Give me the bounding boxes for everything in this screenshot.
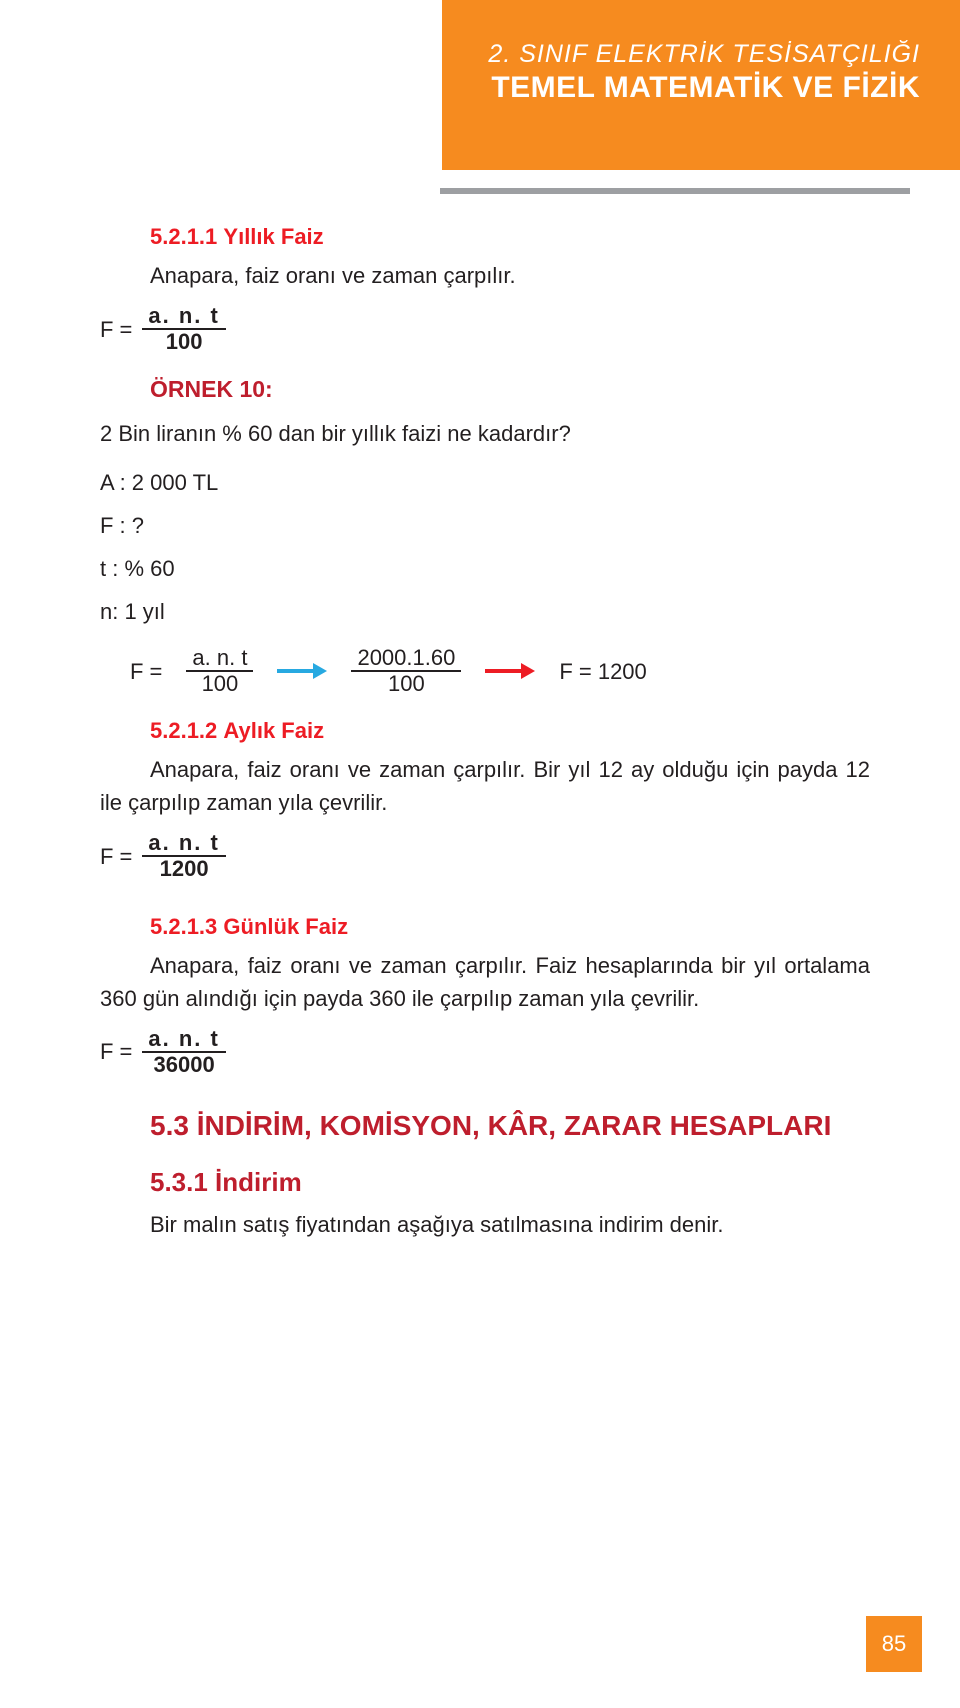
arrow-icon	[485, 663, 535, 679]
denominator: 100	[160, 330, 209, 354]
calc-lhs: F =	[130, 655, 162, 688]
page-number: 85	[866, 1616, 922, 1672]
section-title: Aylık Faiz	[223, 718, 324, 743]
section-5211-heading: 5.2.1.1 Yıllık Faiz	[150, 220, 870, 253]
example-question: 2 Bin liranın % 60 dan bir yıllık faizi …	[100, 417, 870, 450]
formula-daily: F = a. n. t 36000	[100, 1027, 870, 1077]
fraction: a. n. t 100	[186, 646, 253, 696]
formula-lhs: F =	[100, 840, 132, 873]
given-A: A : 2 000 TL	[100, 466, 870, 499]
fraction: a. n. t 100	[142, 304, 225, 354]
page-content: 5.2.1.1 Yıllık Faiz Anapara, faiz oranı …	[100, 220, 870, 1241]
given-n: n: 1 yıl	[100, 595, 870, 628]
section-5212-heading: 5.2.1.2 Aylık Faiz	[150, 714, 870, 747]
numerator: a. n. t	[142, 304, 225, 330]
denominator: 100	[382, 672, 431, 696]
section-5213-heading: 5.2.1.3 Günlük Faiz	[150, 910, 870, 943]
given-values: A : 2 000 TL F : ? t : % 60 n: 1 yıl	[100, 466, 870, 628]
fraction: a. n. t 1200	[142, 831, 225, 881]
header-divider	[440, 188, 910, 194]
calculation-row: F = a. n. t 100 2000.1.60 100 F = 1200	[130, 646, 870, 696]
section-531-heading: 5.3.1 İndirim	[150, 1163, 870, 1202]
numerator: a. n. t	[186, 646, 253, 672]
numerator: a. n. t	[142, 1027, 225, 1053]
section-title: Günlük Faiz	[223, 914, 348, 939]
header-banner: 2. SINIF ELEKTRİK TESİSATÇILIĞI TEMEL MA…	[440, 0, 960, 170]
formula-lhs: F =	[100, 313, 132, 346]
section-number: 5.2.1.3	[150, 914, 217, 939]
section-number: 5.2.1.2	[150, 718, 217, 743]
header-title: TEMEL MATEMATİK VE FİZİK	[472, 71, 920, 105]
arrow-icon	[277, 663, 327, 679]
numerator: a. n. t	[142, 831, 225, 857]
given-t: t : % 60	[100, 552, 870, 585]
denominator: 1200	[154, 857, 215, 881]
denominator: 100	[196, 672, 245, 696]
example-label: ÖRNEK 10:	[150, 372, 870, 407]
formula-monthly: F = a. n. t 1200	[100, 831, 870, 881]
section-53-heading: 5.3 İNDİRİM, KOMİSYON, KÂR, ZARAR HESAPL…	[150, 1105, 870, 1147]
fraction: 2000.1.60 100	[351, 646, 461, 696]
formula-yearly: F = a. n. t 100	[100, 304, 870, 354]
fraction: a. n. t 36000	[142, 1027, 225, 1077]
paragraph: Anapara, faiz oranı ve zaman çarpılır.	[100, 259, 870, 292]
given-F: F : ?	[100, 509, 870, 542]
paragraph: Anapara, faiz oranı ve zaman çarpılır. F…	[100, 949, 870, 1015]
paragraph: Bir malın satış fiyatından aşağıya satıl…	[100, 1208, 870, 1241]
denominator: 36000	[148, 1053, 221, 1077]
numerator: 2000.1.60	[351, 646, 461, 672]
calc-result: F = 1200	[559, 655, 646, 688]
header-subtitle: 2. SINIF ELEKTRİK TESİSATÇILIĞI	[472, 40, 920, 69]
section-number: 5.2.1.1	[150, 224, 217, 249]
section-title: Yıllık Faiz	[223, 224, 323, 249]
paragraph: Anapara, faiz oranı ve zaman çarpılır. B…	[100, 753, 870, 819]
formula-lhs: F =	[100, 1035, 132, 1068]
